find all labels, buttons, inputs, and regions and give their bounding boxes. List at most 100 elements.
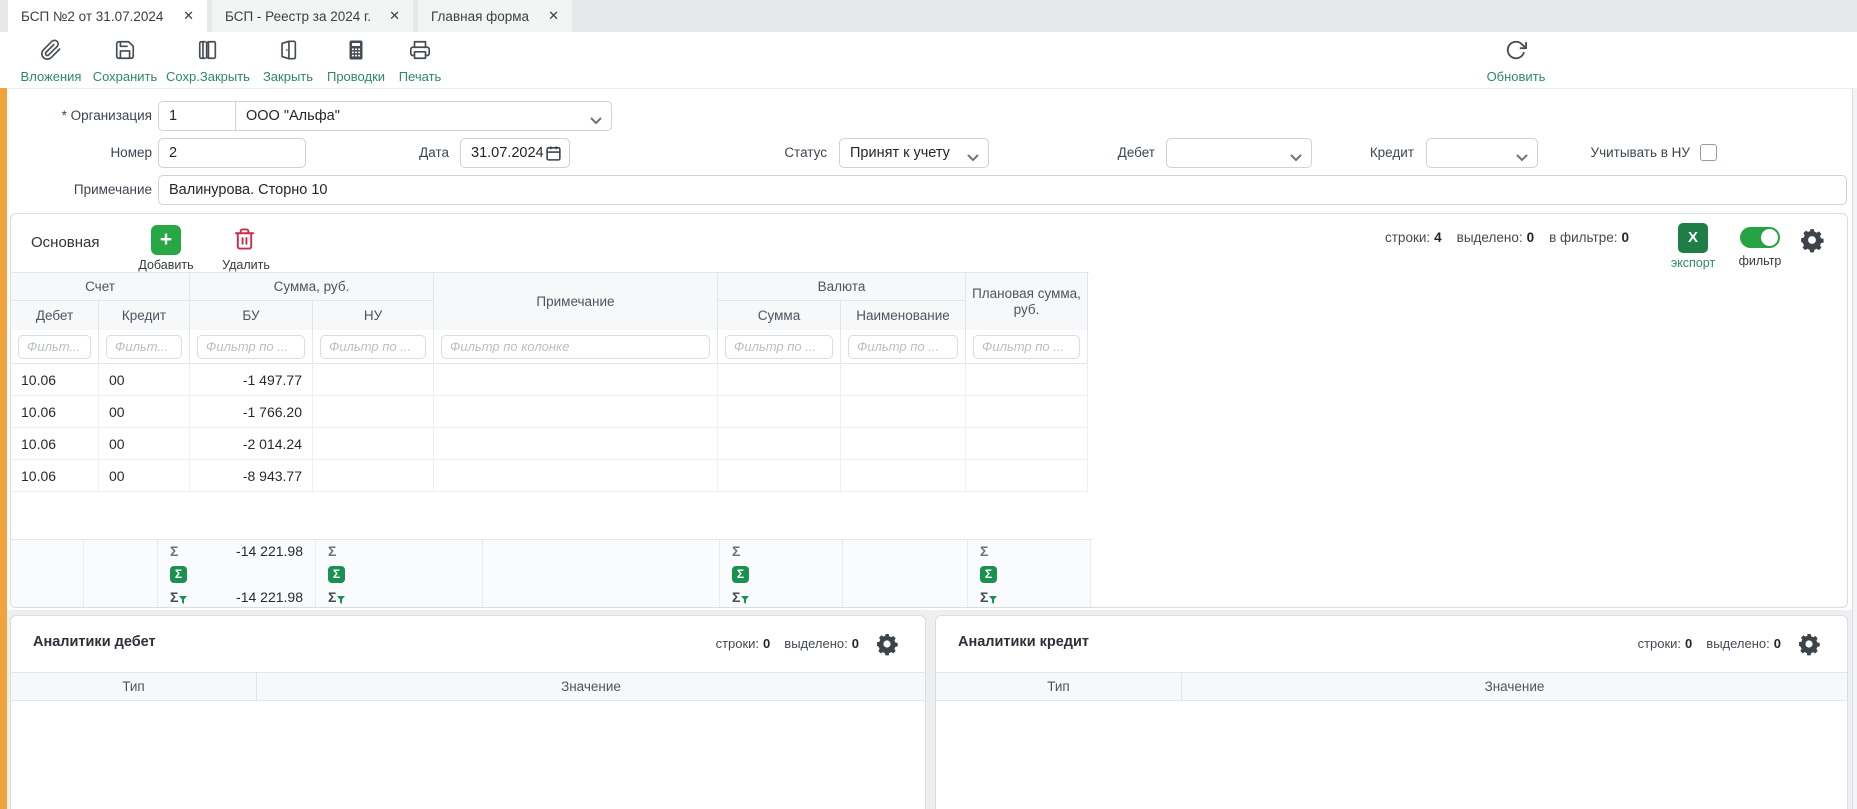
column-header-value[interactable]: Значение: [1484, 679, 1545, 694]
cell-debit[interactable]: 10.06: [11, 460, 99, 492]
footer-cell-credit: [84, 540, 158, 607]
cell-currency-name[interactable]: [841, 460, 966, 492]
cell-nu[interactable]: [313, 460, 434, 492]
column-header-currency-name[interactable]: Наименование: [841, 301, 966, 331]
sum-filtered-icon[interactable]: Σ: [980, 589, 998, 605]
tab-close-icon[interactable]: ✕: [389, 8, 400, 23]
cell-currency-sum[interactable]: [718, 396, 841, 428]
cell-nu[interactable]: [313, 428, 434, 460]
cell-debit[interactable]: 10.06: [11, 396, 99, 428]
filter-input-note[interactable]: [441, 334, 710, 359]
tab-registry[interactable]: БСП - Реестр за 2024 г. ✕: [212, 0, 413, 32]
cell-credit[interactable]: 00: [99, 428, 190, 460]
save-button[interactable]: Сохранить: [86, 39, 164, 84]
cell-credit[interactable]: 00: [99, 364, 190, 396]
filter-input-currency-name[interactable]: [848, 334, 958, 359]
filter-input-planned[interactable]: [973, 334, 1080, 359]
tab-close-icon[interactable]: ✕: [548, 8, 559, 23]
settings-gear-button[interactable]: [1797, 632, 1821, 661]
calendar-icon[interactable]: [545, 145, 562, 166]
column-header-currency-sum[interactable]: Сумма: [718, 301, 841, 331]
sum-selected-icon[interactable]: Σ: [732, 565, 749, 583]
table-row[interactable]: 10.06 00 -1 497.77: [11, 364, 1089, 396]
organization-select[interactable]: 1 ООО "Альфа": [158, 101, 612, 131]
sum-all-icon[interactable]: Σ: [732, 543, 741, 559]
cell-currency-name[interactable]: [841, 428, 966, 460]
filter-input-bu[interactable]: [197, 334, 305, 359]
note-input[interactable]: [158, 175, 1847, 205]
sum-selected-icon[interactable]: Σ: [328, 565, 345, 583]
filter-input-nu[interactable]: [320, 334, 426, 359]
cell-planned[interactable]: [966, 396, 1088, 428]
delete-row-button[interactable]: [233, 226, 256, 257]
sum-all-icon[interactable]: Σ: [170, 543, 179, 559]
settings-gear-button[interactable]: [875, 632, 899, 661]
export-excel-button[interactable]: X экспорт: [1661, 223, 1725, 270]
column-header-type[interactable]: Тип: [11, 673, 257, 700]
cell-bu[interactable]: -2 014.24: [190, 428, 313, 460]
cell-bu[interactable]: -1 766.20: [190, 396, 313, 428]
attachments-button[interactable]: Вложения: [16, 39, 86, 84]
cell-currency-sum[interactable]: [718, 460, 841, 492]
column-header-nu[interactable]: НУ: [313, 301, 434, 331]
cell-credit[interactable]: 00: [99, 460, 190, 492]
tab-close-icon[interactable]: ✕: [183, 8, 194, 23]
column-header-value[interactable]: Значение: [561, 679, 621, 694]
filter-input-credit[interactable]: [106, 334, 182, 359]
date-value: 31.07.2024: [471, 145, 544, 161]
cell-nu[interactable]: [313, 396, 434, 428]
filter-toggle[interactable]: фильтр: [1731, 227, 1789, 268]
filter-input-debit[interactable]: [18, 334, 91, 359]
filter-input-currency-sum[interactable]: [725, 334, 833, 359]
credit-select[interactable]: [1426, 138, 1538, 168]
date-input[interactable]: 31.07.2024: [460, 138, 570, 168]
toggle-on-icon[interactable]: [1740, 227, 1780, 248]
add-row-button[interactable]: +: [151, 225, 181, 255]
cell-currency-sum[interactable]: [718, 364, 841, 396]
sum-selected-icon[interactable]: Σ: [170, 565, 187, 583]
sum-all-icon[interactable]: Σ: [980, 543, 989, 559]
close-button[interactable]: Закрыть: [258, 39, 318, 84]
table-row[interactable]: 10.06 00 -8 943.77: [11, 460, 1089, 492]
sum-filtered-icon[interactable]: Σ: [328, 589, 346, 605]
sum-filtered-icon[interactable]: Σ: [732, 589, 750, 605]
cell-planned[interactable]: [966, 364, 1088, 396]
number-input[interactable]: [158, 138, 306, 168]
cell-bu[interactable]: -1 497.77: [190, 364, 313, 396]
cell-note[interactable]: [434, 364, 718, 396]
cell-note[interactable]: [434, 460, 718, 492]
cell-debit[interactable]: 10.06: [11, 364, 99, 396]
tab-document[interactable]: БСП №2 от 31.07.2024 ✕: [8, 0, 207, 32]
column-header-credit[interactable]: Кредит: [99, 301, 190, 331]
cell-credit[interactable]: 00: [99, 396, 190, 428]
sum-all-icon[interactable]: Σ: [328, 543, 337, 559]
cell-currency-name[interactable]: [841, 396, 966, 428]
sum-selected-icon[interactable]: Σ: [980, 565, 997, 583]
cell-nu[interactable]: [313, 364, 434, 396]
column-header-bu[interactable]: БУ: [190, 301, 313, 331]
save-close-button[interactable]: Сохр.Закрыть: [158, 39, 258, 84]
cell-debit[interactable]: 10.06: [11, 428, 99, 460]
status-select[interactable]: Принят к учету: [839, 138, 989, 168]
column-header-note[interactable]: Примечание: [434, 273, 718, 331]
column-header-planned[interactable]: Плановая сумма, руб.: [966, 273, 1088, 331]
postings-button[interactable]: Проводки: [318, 39, 394, 84]
table-row[interactable]: 10.06 00 -2 014.24: [11, 428, 1089, 460]
cell-planned[interactable]: [966, 428, 1088, 460]
debit-select[interactable]: [1166, 138, 1312, 168]
refresh-button[interactable]: Обновить: [1477, 39, 1555, 84]
cell-note[interactable]: [434, 428, 718, 460]
cell-currency-sum[interactable]: [718, 428, 841, 460]
print-button[interactable]: Печать: [394, 39, 446, 84]
grid-settings-button[interactable]: [1799, 227, 1825, 258]
table-row[interactable]: 10.06 00 -1 766.20: [11, 396, 1089, 428]
tab-main-form[interactable]: Главная форма ✕: [418, 0, 572, 32]
sum-filtered-icon[interactable]: Σ: [170, 589, 188, 605]
column-header-debit[interactable]: Дебет: [11, 301, 99, 331]
cell-bu[interactable]: -8 943.77: [190, 460, 313, 492]
cell-currency-name[interactable]: [841, 364, 966, 396]
column-header-type[interactable]: Тип: [936, 673, 1182, 700]
cell-note[interactable]: [434, 396, 718, 428]
tax-accounting-checkbox[interactable]: [1700, 144, 1717, 161]
cell-planned[interactable]: [966, 460, 1088, 492]
